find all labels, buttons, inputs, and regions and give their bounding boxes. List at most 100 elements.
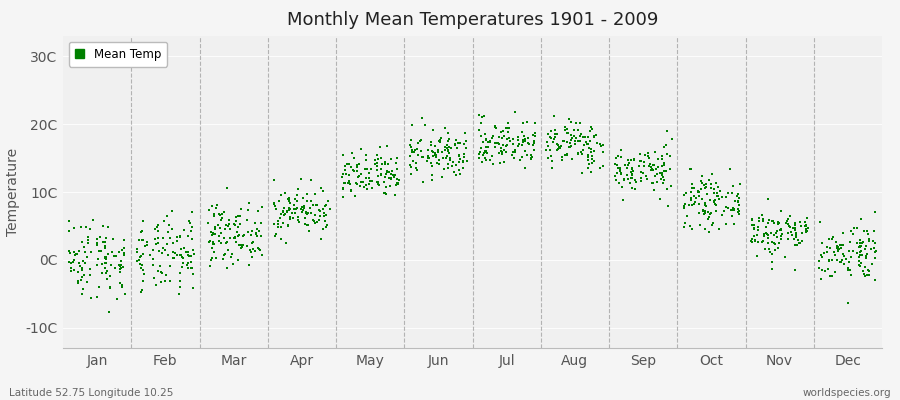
Point — [181, 249, 195, 256]
Point — [843, 228, 858, 234]
Point — [320, 221, 334, 228]
Point — [472, 154, 487, 161]
Point — [403, 152, 418, 159]
Point — [267, 200, 282, 207]
Point — [202, 262, 217, 269]
Point — [186, 251, 201, 257]
Point — [134, 227, 148, 234]
Point — [296, 206, 310, 213]
Point — [867, 228, 881, 234]
Point — [574, 151, 589, 158]
Point — [404, 164, 419, 170]
Point — [365, 178, 380, 184]
Point — [240, 243, 255, 249]
Point — [701, 209, 716, 216]
Point — [773, 236, 788, 242]
Point — [161, 222, 176, 228]
Point — [562, 143, 577, 150]
Point — [685, 185, 699, 192]
Point — [731, 206, 745, 212]
Point — [70, 278, 85, 284]
Point — [752, 215, 766, 221]
Point — [245, 240, 259, 246]
Point — [115, 284, 130, 290]
Point — [146, 262, 160, 268]
Point — [350, 164, 365, 170]
Point — [62, 218, 77, 224]
Point — [679, 190, 693, 196]
Point — [785, 232, 799, 238]
Point — [851, 244, 866, 250]
Point — [414, 148, 428, 154]
Point — [499, 148, 513, 155]
Point — [584, 145, 598, 152]
Point — [418, 121, 432, 128]
Point — [316, 226, 330, 232]
Point — [271, 218, 285, 224]
Point — [574, 170, 589, 176]
Point — [660, 151, 674, 158]
Point — [371, 181, 385, 187]
Point — [212, 212, 227, 218]
Point — [703, 181, 717, 187]
Point — [281, 223, 295, 229]
Point — [695, 196, 709, 202]
Point — [767, 232, 781, 238]
Point — [500, 125, 514, 131]
Point — [612, 180, 626, 186]
Point — [660, 142, 674, 148]
Point — [69, 251, 84, 258]
Point — [580, 141, 594, 147]
Point — [834, 242, 849, 248]
Point — [296, 195, 310, 201]
Point — [73, 263, 87, 270]
Point — [582, 144, 597, 151]
Point — [613, 165, 627, 172]
Point — [343, 181, 357, 187]
Point — [474, 159, 489, 165]
Point — [508, 147, 522, 153]
Point — [63, 250, 77, 256]
Point — [526, 132, 540, 139]
Point — [621, 162, 635, 168]
Point — [515, 141, 529, 148]
Point — [357, 184, 372, 190]
Point — [580, 154, 595, 160]
Point — [340, 180, 355, 186]
Point — [704, 185, 718, 191]
Point — [146, 256, 160, 262]
Point — [582, 127, 597, 134]
Point — [733, 180, 747, 187]
Point — [220, 223, 235, 230]
Point — [596, 149, 610, 156]
Point — [814, 266, 829, 273]
Point — [481, 144, 495, 150]
Point — [765, 218, 779, 224]
Point — [100, 276, 114, 282]
Point — [678, 220, 692, 226]
Point — [446, 168, 461, 175]
Point — [725, 190, 740, 196]
Point — [318, 210, 332, 217]
Point — [103, 284, 117, 290]
Point — [585, 125, 599, 132]
Point — [524, 156, 538, 163]
Point — [489, 123, 503, 129]
Point — [860, 272, 875, 278]
Point — [857, 271, 871, 278]
Point — [420, 155, 435, 161]
Point — [89, 262, 104, 268]
Point — [550, 131, 564, 138]
Point — [820, 248, 834, 255]
Point — [424, 138, 438, 145]
Point — [614, 169, 628, 176]
Point — [581, 161, 596, 167]
Point — [496, 128, 510, 134]
Point — [801, 225, 815, 231]
Point — [710, 193, 724, 200]
Point — [684, 166, 698, 172]
Point — [346, 168, 361, 174]
Point — [269, 230, 284, 237]
Point — [642, 163, 656, 169]
Point — [508, 148, 522, 155]
